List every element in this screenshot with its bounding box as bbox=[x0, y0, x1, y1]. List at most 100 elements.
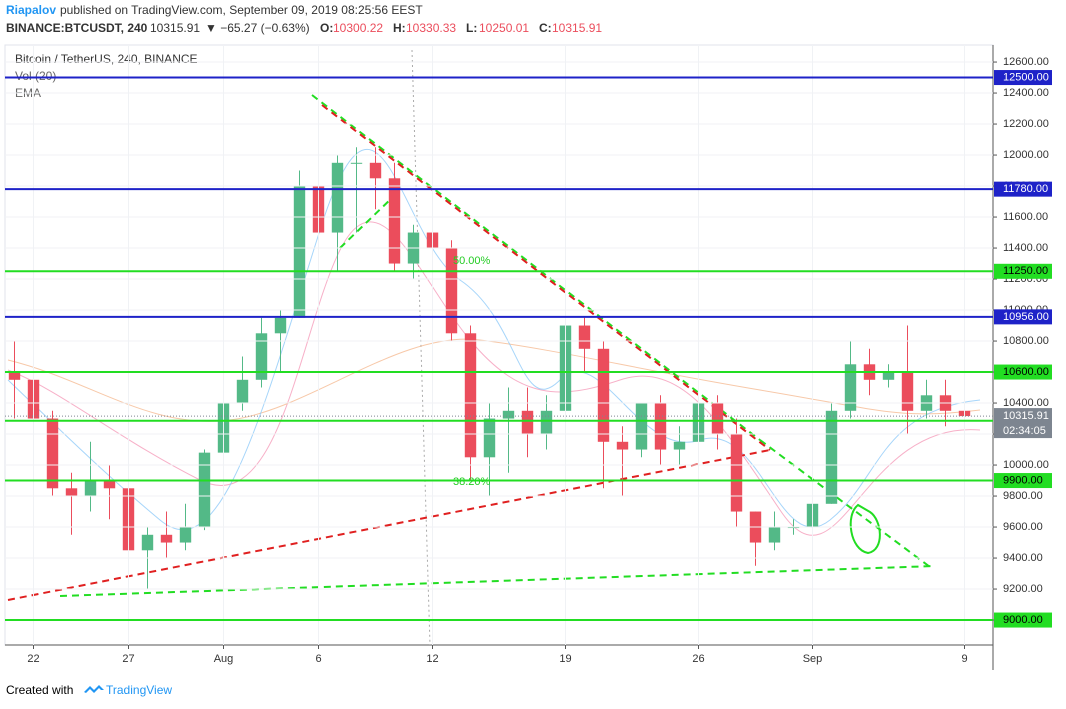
candle-body bbox=[103, 480, 116, 489]
footer-text: Created with bbox=[6, 683, 73, 697]
candle-body bbox=[540, 410, 553, 435]
author: Riapalov bbox=[6, 3, 56, 17]
level-tag bbox=[994, 364, 1052, 380]
candle-body bbox=[483, 418, 496, 458]
y-tick-label: 9200.00 bbox=[1003, 583, 1043, 595]
y-tick-label: 9800.00 bbox=[1003, 490, 1043, 502]
indicator: Vol (20) bbox=[15, 69, 56, 83]
candle-body bbox=[65, 488, 78, 497]
candle-body bbox=[578, 325, 591, 349]
level-tag bbox=[994, 612, 1052, 628]
plot-area bbox=[4, 44, 994, 646]
level-tag bbox=[994, 181, 1052, 197]
candle-body bbox=[293, 186, 306, 318]
candle-body bbox=[350, 162, 363, 164]
candle-body bbox=[616, 441, 629, 450]
published: published on TradingView.com, September … bbox=[60, 3, 423, 17]
last-price-tag bbox=[994, 408, 1052, 439]
vertical-marker bbox=[411, 49, 431, 646]
y-tick-label: 9600.00 bbox=[1003, 521, 1043, 533]
price: 10315.91 bbox=[150, 21, 200, 35]
x-tick-label: 22 bbox=[27, 653, 39, 665]
candle-body bbox=[198, 452, 211, 528]
y-tick-label: 12600.00 bbox=[1003, 56, 1049, 68]
chart-title: Bitcoin / TetherUS, 240, BINANCE bbox=[15, 52, 198, 66]
y-tick-label: 12200.00 bbox=[1003, 118, 1049, 130]
y-tick-label: 11600.00 bbox=[1003, 211, 1048, 223]
y-tick-label: 11400.00 bbox=[1003, 242, 1048, 254]
candle-body bbox=[388, 178, 401, 264]
ema-line bbox=[7, 148, 981, 531]
trendline bbox=[59, 565, 936, 597]
level-label: 9000.00 bbox=[1003, 614, 1043, 626]
y-tick-label: 10400.00 bbox=[1003, 397, 1049, 409]
level-label: 12500.00 bbox=[1003, 71, 1049, 83]
candle-body bbox=[901, 372, 914, 411]
level-label: 9900.00 bbox=[1003, 474, 1043, 486]
brand-logo bbox=[84, 685, 104, 693]
trendline bbox=[321, 104, 771, 451]
x-tick-label: 26 bbox=[692, 653, 704, 665]
candle-body bbox=[711, 403, 724, 435]
symbol: BINANCE:BTCUSDT, 240 bbox=[6, 21, 148, 35]
candle-body bbox=[141, 534, 154, 551]
ohlc-key: L: bbox=[466, 21, 477, 35]
candle-body bbox=[521, 410, 534, 435]
ohlc-value: 10315.91 bbox=[552, 21, 602, 35]
candle-body bbox=[274, 317, 287, 334]
level-tag bbox=[994, 263, 1052, 279]
x-tick-label: Sep bbox=[803, 653, 823, 665]
candle-body bbox=[882, 372, 895, 380]
level-label: 11250.00 bbox=[1003, 265, 1048, 277]
x-tick-label: Aug bbox=[214, 653, 234, 665]
candle-body bbox=[8, 372, 21, 380]
candle-body bbox=[673, 441, 686, 450]
candle-body bbox=[179, 527, 192, 543]
candle-body bbox=[369, 162, 382, 179]
x-tick-label: 12 bbox=[426, 653, 438, 665]
trendline bbox=[7, 449, 771, 601]
level-label: 10956.00 bbox=[1003, 311, 1049, 323]
level-label: 11780.00 bbox=[1003, 183, 1048, 195]
ohlc-key: O: bbox=[320, 21, 333, 35]
ohlc-key: C: bbox=[539, 21, 552, 35]
trendline bbox=[339, 194, 396, 249]
candle-body bbox=[84, 480, 97, 497]
level-tag bbox=[994, 309, 1052, 325]
ohlc-value: 10250.01 bbox=[479, 21, 529, 35]
candle-body bbox=[825, 410, 838, 504]
x-tick-label: 19 bbox=[559, 653, 571, 665]
y-tick-label: 10000.00 bbox=[1003, 459, 1049, 471]
candle-body bbox=[46, 418, 59, 489]
candle-body bbox=[502, 410, 515, 419]
candle-body bbox=[730, 434, 743, 512]
y-tick-label: 12000.00 bbox=[1003, 149, 1049, 161]
x-tick-label: 9 bbox=[961, 653, 967, 665]
change: ▼ −65.27 (−0.63%) bbox=[205, 21, 310, 35]
x-tick-label: 6 bbox=[315, 653, 321, 665]
level-tag bbox=[994, 473, 1052, 489]
level-tag bbox=[994, 70, 1052, 86]
fib-label: 38.20% bbox=[453, 476, 491, 488]
candle-body bbox=[445, 248, 458, 334]
candle-body bbox=[768, 527, 781, 543]
circle-annotation bbox=[849, 503, 881, 555]
last-price-label: 10315.91 bbox=[1003, 410, 1049, 422]
fib-label: 50.00% bbox=[453, 255, 491, 267]
level-label: 10600.00 bbox=[1003, 366, 1049, 378]
candle-body bbox=[844, 364, 857, 411]
candle-body bbox=[236, 379, 249, 404]
candle-body bbox=[635, 403, 648, 450]
ohlc-value: 10330.33 bbox=[406, 21, 456, 35]
candle-body bbox=[255, 333, 268, 380]
x-tick-label: 27 bbox=[122, 653, 134, 665]
ohlc-key: H: bbox=[393, 21, 406, 35]
brand: TradingView bbox=[106, 683, 172, 697]
candle-body bbox=[331, 162, 344, 233]
candle-body bbox=[464, 333, 477, 458]
y-tick-label: 12400.00 bbox=[1003, 87, 1049, 99]
trendline bbox=[311, 94, 761, 441]
y-tick-label: 9400.00 bbox=[1003, 552, 1043, 564]
